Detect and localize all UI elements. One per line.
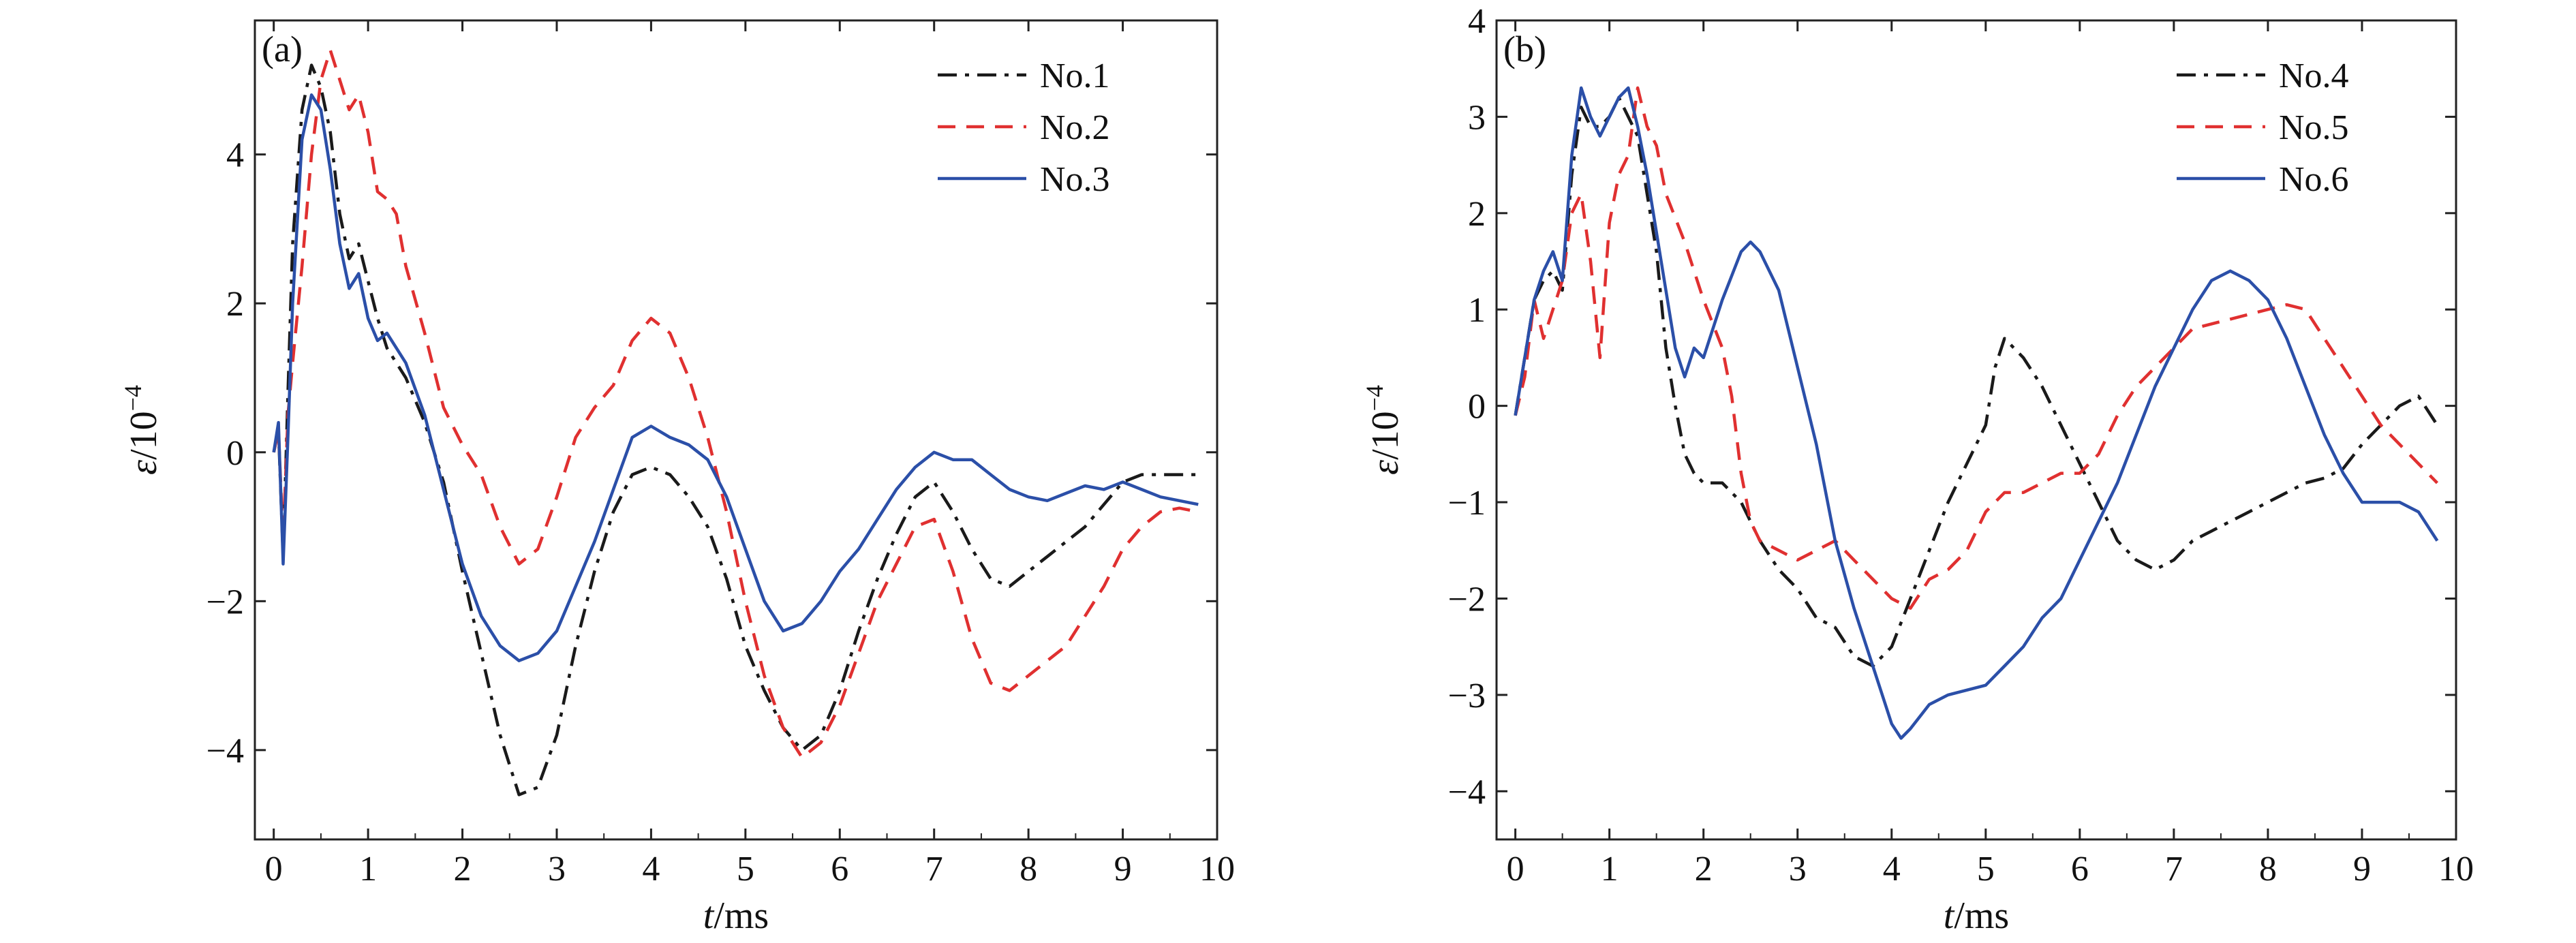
y-axis-label: ε/10−4 — [119, 385, 165, 475]
panel-label: (b) — [1503, 29, 1546, 69]
x-tick-label: 7 — [2165, 850, 2183, 888]
y-axis-unit: /10 — [123, 411, 165, 460]
x-tick-label: 6 — [831, 850, 848, 888]
x-tick-label: 7 — [925, 850, 943, 888]
y-tick-label: −3 — [1448, 677, 1486, 715]
x-tick-label: 9 — [1114, 850, 1132, 888]
y-axis-var: ε — [123, 459, 165, 475]
x-axis-var: t — [703, 895, 715, 937]
legend-label: No.6 — [2279, 160, 2349, 199]
y-axis-exponent: −4 — [1361, 385, 1388, 411]
x-tick-label: 4 — [642, 850, 660, 888]
y-axis-unit: /10 — [1364, 411, 1407, 460]
x-tick-label: 5 — [1977, 850, 1995, 888]
y-tick-label: 2 — [226, 285, 244, 324]
y-tick-label: 3 — [1468, 98, 1486, 137]
x-axis-unit: /ms — [1954, 895, 2009, 937]
legend-label: No.1 — [1040, 57, 1110, 95]
series-line-no5 — [1514, 86, 2439, 610]
x-axis-label: t/ms — [703, 895, 769, 937]
y-tick-label: 4 — [226, 136, 244, 175]
series-line-no1 — [272, 63, 1199, 797]
x-tick-label: 10 — [1199, 850, 1235, 888]
x-tick-label: 5 — [737, 850, 754, 888]
series-line-no3 — [272, 93, 1199, 662]
x-tick-label: 1 — [359, 850, 377, 888]
y-axis-exponent: −4 — [119, 385, 147, 411]
y-tick-label: 0 — [1468, 388, 1486, 427]
y-tick-label: 4 — [1468, 2, 1486, 41]
x-tick-label: 1 — [1601, 850, 1619, 888]
x-axis-unit: /ms — [714, 895, 769, 937]
x-tick-label: 3 — [548, 850, 566, 888]
x-axis-label: t/ms — [1944, 895, 2009, 937]
y-tick-label: −4 — [1448, 773, 1486, 811]
x-tick-label: 0 — [1507, 850, 1524, 888]
y-axis-label: ε/10−4 — [1361, 385, 1407, 475]
legend-label: No.2 — [1040, 108, 1110, 147]
y-tick-label: 0 — [226, 434, 244, 473]
series-line-no6 — [1514, 86, 2439, 740]
y-tick-label: −2 — [1448, 580, 1486, 619]
x-tick-label: 3 — [1789, 850, 1807, 888]
y-axis-var: ε — [1364, 459, 1407, 475]
x-tick-label: 6 — [2071, 850, 2089, 888]
x-tick-label: 2 — [454, 850, 472, 888]
x-tick-label: 2 — [1695, 850, 1713, 888]
y-tick-label: −1 — [1448, 484, 1486, 523]
plot-frame-a — [254, 19, 1218, 841]
x-tick-label: 8 — [1019, 850, 1037, 888]
chart-panel-a: 0 1 2 3 4 5 6 7 8 9 10−4−2024t/msε/10−4No.1No.2No.… — [119, 19, 1235, 937]
panel-label: (a) — [262, 29, 303, 69]
x-tick-label: 8 — [2259, 850, 2277, 888]
plot-frame-b — [1495, 19, 2457, 841]
x-tick-label: 0 — [265, 850, 283, 888]
x-tick-label: 4 — [1883, 850, 1901, 888]
legend-label: No.3 — [1040, 160, 1110, 199]
x-tick-label: 10 — [2438, 850, 2474, 888]
y-tick-label: 2 — [1468, 195, 1486, 234]
x-axis-var: t — [1944, 895, 1955, 937]
chart-panel-b: 0 1 2 3 4 5 6 7 8 9 10−4−3−2−101234t/msε/10−4No.4N… — [1361, 2, 2474, 937]
y-tick-label: 1 — [1468, 291, 1486, 330]
legend-label: No.4 — [2279, 57, 2349, 95]
y-tick-label: −2 — [206, 583, 244, 621]
legend-label: No.5 — [2279, 108, 2349, 147]
series-line-no2 — [272, 48, 1199, 760]
y-tick-label: −4 — [206, 732, 244, 771]
x-tick-label: 9 — [2353, 850, 2371, 888]
